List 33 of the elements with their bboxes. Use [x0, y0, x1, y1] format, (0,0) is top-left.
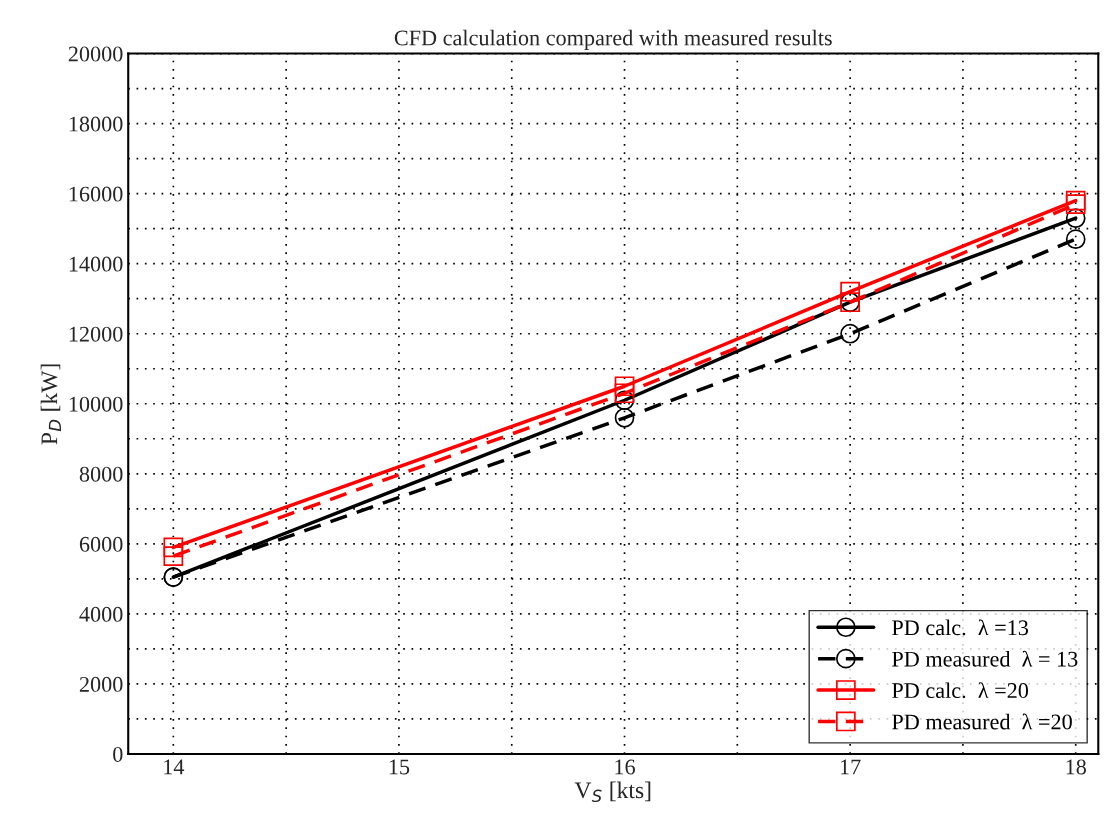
y-tick-label: 14000 — [69, 256, 123, 272]
x-tick-label: 14 — [164, 759, 185, 775]
x-tick-label: 18 — [1066, 759, 1086, 775]
point — [614, 407, 635, 428]
x-axis-title: V$_{S}$ [kts] — [574, 781, 651, 803]
y-tick-label: 2000 — [79, 676, 123, 692]
point — [1065, 229, 1086, 250]
y-tick-label: 4000 — [79, 606, 123, 622]
point — [614, 383, 635, 404]
y-tick-label: 18000 — [69, 116, 123, 132]
y-axis-title: P$_{D}$ [kW] — [40, 364, 61, 445]
legend-label: PD measured λ = 13 — [892, 650, 1078, 667]
y-tick-label: 20000 — [68, 46, 123, 62]
point — [614, 390, 635, 411]
y-tick-label: 6000 — [79, 536, 123, 552]
point — [163, 537, 184, 558]
x-tick-label: 17 — [840, 759, 861, 775]
chart-title: CFD calculation compared with measured results — [394, 29, 832, 50]
y-tick-label: 16000 — [69, 186, 123, 202]
point — [614, 376, 635, 397]
legend-label: PD calc. λ =20 — [892, 682, 1029, 699]
legend-label: PD measured λ =20 — [892, 713, 1072, 730]
y-tick-label: 8000 — [79, 466, 123, 482]
x-tick-label: 15 — [389, 759, 410, 775]
point — [840, 323, 860, 344]
y-tick-label: 10000 — [69, 396, 123, 412]
x-tick-label: 16 — [615, 759, 635, 775]
point — [840, 281, 860, 302]
y-tick-label: 0 — [113, 746, 123, 762]
y-tick-label: 12000 — [69, 326, 123, 342]
point — [163, 546, 184, 566]
point — [1065, 208, 1086, 229]
legend-label: PD calc. λ =13 — [892, 619, 1029, 636]
